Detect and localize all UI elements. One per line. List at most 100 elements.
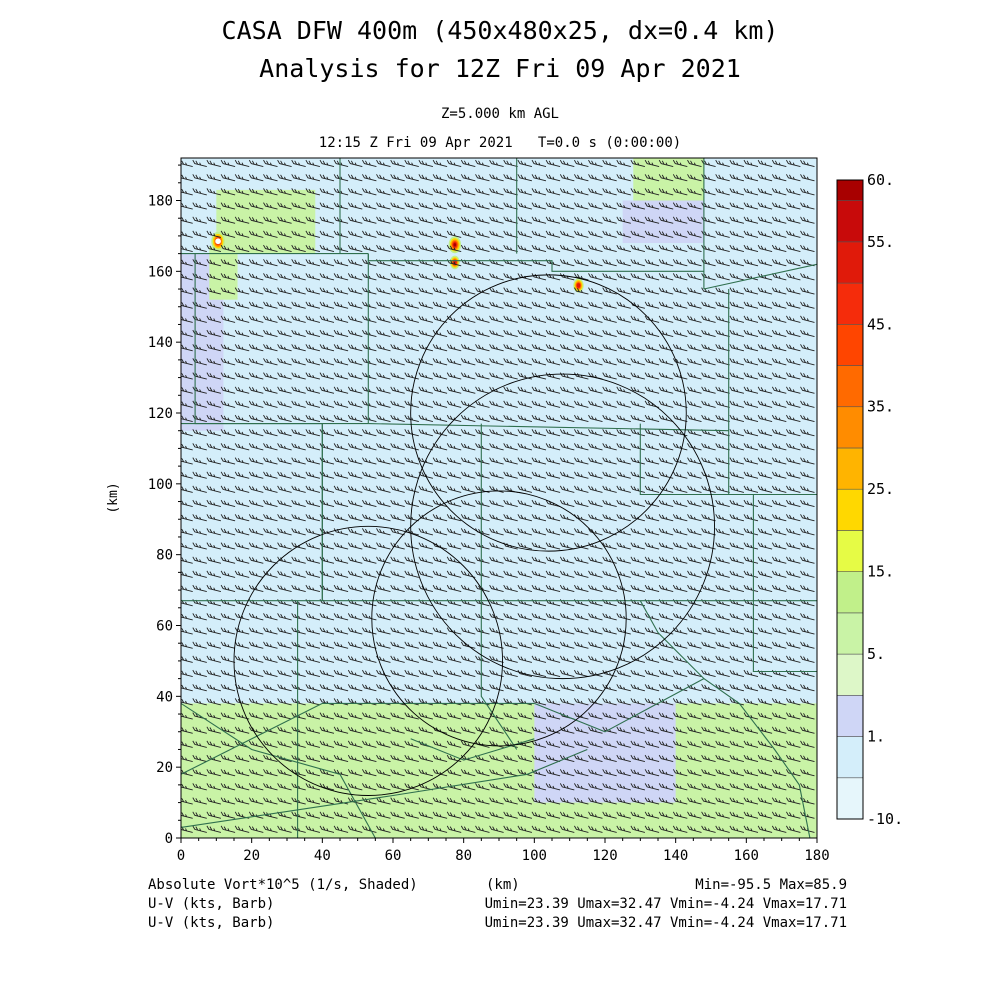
chart-title-line2: Analysis for 12Z Fri 09 Apr 2021: [259, 54, 741, 83]
wind-barb: [574, 273, 589, 281]
wind-barb: [319, 641, 335, 649]
wind-barb: [743, 244, 759, 253]
wind-barb: [181, 500, 193, 508]
wind-barb: [418, 244, 434, 253]
wind-barb: [517, 514, 533, 522]
wind-barb: [333, 825, 349, 833]
wind-barb: [757, 613, 773, 621]
wind-barb: [347, 584, 363, 593]
wind-barb: [715, 372, 730, 380]
wind-barb: [263, 712, 278, 720]
wind-barb: [181, 670, 193, 678]
wind-barb: [291, 499, 306, 508]
colorbar-label: 35.: [867, 398, 894, 416]
wind-barb: [800, 613, 815, 621]
wind-barb: [644, 386, 660, 394]
wind-barb: [248, 499, 264, 508]
wind-barb: [715, 514, 730, 522]
wind-barb: [545, 414, 561, 423]
wind-barb: [305, 386, 321, 394]
wind-barb: [771, 329, 787, 338]
wind-barb: [616, 457, 631, 465]
wind-barb: [305, 627, 321, 635]
wind-barb: [800, 570, 815, 578]
wind-barb: [786, 372, 801, 380]
x-tick-label: 160: [734, 848, 759, 864]
wind-barb: [588, 429, 603, 437]
wind-barb: [757, 825, 773, 833]
wind-barb: [729, 216, 745, 224]
wind-barb: [729, 613, 745, 621]
wind-barb: [220, 329, 236, 338]
wind-barb: [531, 811, 547, 819]
wind-barb: [644, 414, 660, 423]
wind-barb: [432, 684, 448, 692]
wind-barb: [362, 216, 377, 224]
wind-barb: [460, 740, 476, 748]
wind-barb: [319, 273, 335, 281]
wind-barb: [475, 669, 490, 678]
wind-barb: [263, 556, 278, 564]
y-tick-label: 80: [156, 548, 173, 564]
wind-barb: [333, 712, 349, 720]
wind-barb: [729, 570, 745, 578]
wind-barb: [531, 797, 547, 805]
wind-barb: [800, 414, 815, 423]
wind-barb: [729, 726, 745, 734]
wind-barb: [234, 358, 250, 366]
wind-barb: [574, 429, 589, 437]
wind-barb: [220, 570, 236, 578]
wind-barb: [757, 329, 773, 338]
wind-barb: [489, 641, 504, 649]
wind-barb: [192, 584, 207, 593]
wind-barb: [376, 584, 391, 593]
wind-barb: [602, 627, 617, 635]
wind-barb: [658, 684, 674, 692]
wind-barb: [757, 259, 773, 267]
wind-barb: [362, 414, 377, 423]
wind-barb: [786, 740, 801, 748]
wind-barb: [248, 216, 264, 224]
wind-barb: [333, 471, 349, 479]
wind-barb: [220, 684, 236, 692]
wind-barb: [234, 655, 250, 663]
wind-barb: [460, 655, 476, 663]
wind-barb: [574, 797, 589, 805]
wind-barb: [672, 386, 688, 394]
wind-barb: [588, 287, 603, 295]
wind-barb: [687, 329, 702, 338]
wind-barb: [277, 230, 292, 238]
wind-barb: [672, 216, 688, 224]
wind-barb: [531, 301, 547, 309]
wind-barb: [800, 273, 815, 281]
wind-barb: [319, 740, 335, 748]
wind-barb: [305, 570, 321, 578]
wind-barb: [347, 329, 363, 338]
wind-barb: [644, 783, 660, 791]
wind-barb: [305, 457, 321, 465]
wind-barb: [291, 358, 306, 366]
wind-barb: [475, 712, 490, 720]
wind-barb: [489, 315, 504, 323]
wind-barb: [277, 740, 292, 748]
wind-barb: [446, 542, 462, 550]
wind-barb: [305, 485, 321, 493]
wind-barb: [715, 797, 730, 805]
wind-barb: [531, 669, 547, 678]
wind-barb: [390, 400, 405, 408]
wind-barb: [291, 344, 306, 352]
wind-barb: [418, 684, 434, 692]
wind-barb: [771, 499, 787, 508]
wind-barb: [743, 811, 759, 819]
wind-barb: [602, 329, 617, 338]
wind-barb: [672, 471, 688, 479]
wind-barb: [446, 429, 462, 437]
wind-barb: [206, 386, 222, 394]
wind-barb: [376, 542, 391, 550]
wind-barb: [181, 543, 193, 550]
wind-barb: [771, 400, 787, 408]
wind-barb: [658, 769, 674, 777]
wind-barb: [503, 627, 518, 635]
wind-barb: [757, 485, 773, 493]
